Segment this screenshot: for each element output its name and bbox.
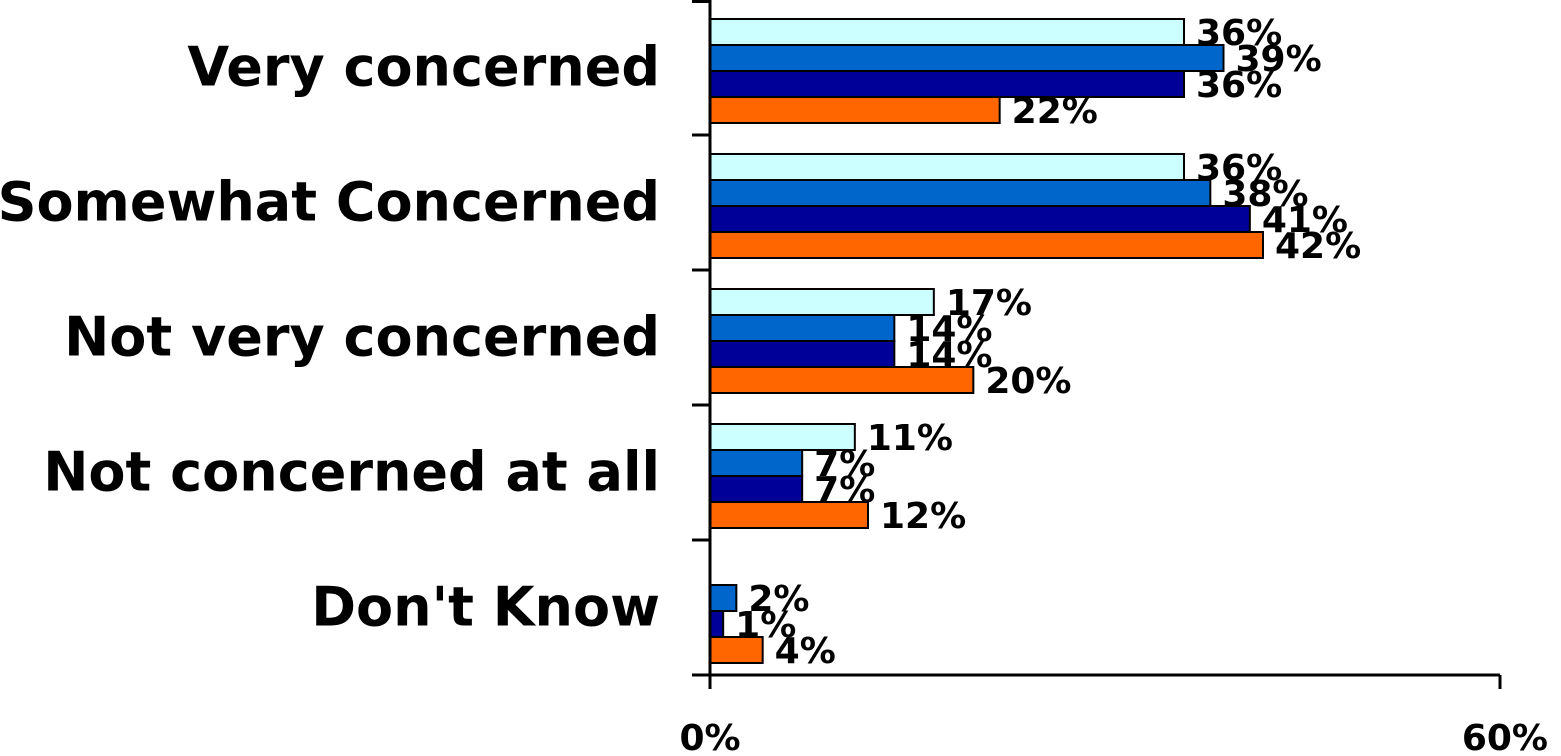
bar [709, 314, 896, 342]
data-label: 39% [1236, 39, 1322, 80]
data-label: 12% [880, 496, 966, 537]
data-label: 36% [1196, 13, 1282, 54]
data-label: 7% [814, 470, 875, 511]
data-label: 22% [1012, 91, 1098, 132]
bar [709, 44, 1225, 72]
data-label: 1% [735, 605, 796, 646]
category-label: Don't Know [311, 576, 660, 639]
bar [709, 205, 1251, 233]
category-label: Very concerned [187, 36, 660, 99]
data-label: 36% [1196, 148, 1282, 189]
bar [709, 340, 896, 368]
bar [709, 366, 975, 394]
data-label: 14% [906, 309, 992, 350]
bar [709, 70, 1185, 98]
bar [709, 231, 1264, 259]
data-label: 7% [814, 444, 875, 485]
data-label: 2% [748, 579, 809, 620]
data-label: 42% [1275, 226, 1361, 267]
bar [709, 179, 1212, 207]
bar [709, 636, 764, 664]
bar [709, 96, 1001, 124]
category-label: Somewhat Concerned [0, 171, 660, 234]
data-label: 11% [867, 418, 953, 459]
bar [709, 475, 804, 503]
data-label: 14% [906, 335, 992, 376]
data-label: 38% [1222, 174, 1308, 215]
category-label: Not concerned at all [43, 441, 660, 504]
data-label: 36% [1196, 65, 1282, 106]
data-label: 4% [775, 631, 836, 672]
bar [709, 288, 935, 316]
bar [709, 18, 1185, 46]
data-label: 41% [1262, 200, 1348, 241]
data-label: 17% [946, 283, 1032, 324]
bars-layer [709, 18, 1264, 664]
data-label: 20% [985, 361, 1071, 402]
bar [709, 449, 804, 477]
bar [709, 584, 738, 612]
category-label: Not very concerned [64, 306, 660, 369]
x-tick-label: 0% [679, 718, 740, 756]
bar [709, 153, 1185, 181]
x-tick-label: 60% [1462, 718, 1548, 756]
bar [709, 610, 725, 638]
axes-layer [692, 0, 1502, 689]
